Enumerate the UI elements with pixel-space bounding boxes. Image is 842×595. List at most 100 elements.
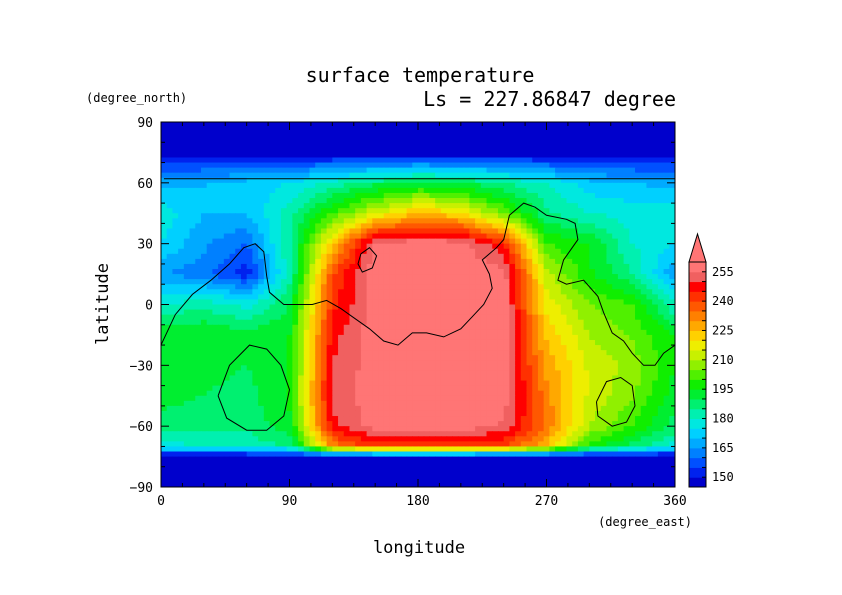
field-cell bbox=[457, 309, 465, 316]
field-cell bbox=[480, 263, 488, 270]
field-cell bbox=[520, 269, 528, 275]
field-cell bbox=[223, 238, 231, 245]
field-cell bbox=[349, 218, 356, 224]
field-cell bbox=[429, 284, 436, 290]
field-cell bbox=[446, 375, 453, 382]
field-cell bbox=[583, 350, 590, 356]
field-cell bbox=[452, 324, 459, 331]
field-cell bbox=[343, 243, 351, 250]
field-cell bbox=[423, 385, 431, 392]
field-cell bbox=[252, 157, 259, 164]
field-cell bbox=[189, 263, 196, 270]
field-cell bbox=[589, 187, 596, 194]
field-cell bbox=[229, 248, 236, 255]
field-cell bbox=[583, 279, 590, 285]
field-cell bbox=[235, 162, 242, 169]
field-cell bbox=[292, 248, 299, 255]
field-cell bbox=[395, 299, 402, 306]
field-cell bbox=[161, 350, 168, 356]
field-cell bbox=[195, 253, 202, 260]
field-cell bbox=[446, 365, 453, 371]
field-cell bbox=[549, 390, 556, 397]
field-cell bbox=[178, 187, 185, 194]
field-cell bbox=[509, 167, 516, 174]
field-cell bbox=[360, 375, 368, 382]
field-cell bbox=[258, 182, 265, 189]
field-cell bbox=[275, 309, 282, 316]
field-cell bbox=[663, 365, 670, 371]
field-cell bbox=[166, 172, 174, 179]
field-cell bbox=[515, 223, 522, 230]
field-cell bbox=[663, 269, 670, 275]
field-cell bbox=[595, 253, 602, 260]
field-cell bbox=[617, 370, 625, 377]
field-cell bbox=[246, 365, 253, 371]
field-cell bbox=[172, 365, 179, 371]
field-cell bbox=[172, 400, 179, 407]
field-cell bbox=[223, 380, 231, 387]
field-cell bbox=[178, 329, 185, 336]
field-cell bbox=[229, 258, 236, 265]
field-cell bbox=[555, 263, 562, 270]
field-cell bbox=[246, 167, 253, 174]
field-cell bbox=[172, 253, 179, 260]
field-cell bbox=[240, 274, 248, 280]
field-cell bbox=[372, 400, 379, 407]
field-cell bbox=[480, 198, 488, 204]
field-cell bbox=[161, 182, 168, 189]
field-cell bbox=[640, 314, 648, 321]
field-cell bbox=[509, 375, 516, 382]
field-cell bbox=[549, 309, 556, 316]
field-cell bbox=[252, 355, 259, 361]
field-cell bbox=[183, 208, 191, 214]
field-cell bbox=[223, 345, 231, 351]
field-cell bbox=[480, 127, 488, 133]
field-cell bbox=[212, 294, 219, 301]
field-cell bbox=[366, 319, 373, 326]
field-cell bbox=[218, 365, 225, 371]
field-cell bbox=[315, 258, 322, 265]
field-cell bbox=[537, 350, 545, 356]
field-cell bbox=[577, 289, 585, 295]
field-cell bbox=[566, 263, 573, 270]
field-cell bbox=[446, 258, 453, 265]
field-cell bbox=[280, 314, 288, 321]
field-cell bbox=[206, 187, 213, 194]
field-cell bbox=[457, 182, 465, 189]
field-cell bbox=[617, 319, 625, 326]
field-cell bbox=[509, 122, 516, 128]
field-cell bbox=[406, 324, 413, 331]
field-cell bbox=[218, 177, 225, 184]
field-cell bbox=[183, 147, 191, 154]
field-cell bbox=[532, 142, 539, 148]
field-cell bbox=[263, 192, 271, 199]
field-cell bbox=[269, 279, 276, 285]
field-cell bbox=[218, 147, 225, 154]
field-cell bbox=[343, 167, 351, 174]
field-cell bbox=[429, 279, 436, 285]
field-cell bbox=[560, 263, 568, 270]
field-cell bbox=[298, 243, 305, 250]
field-cell bbox=[589, 294, 596, 301]
field-cell bbox=[355, 324, 362, 331]
field-cell bbox=[418, 147, 425, 154]
field-cell bbox=[218, 370, 225, 377]
field-cell bbox=[292, 203, 299, 209]
field-cell bbox=[326, 360, 333, 366]
field-cell bbox=[235, 339, 242, 346]
field-cell bbox=[543, 223, 550, 230]
field-cell bbox=[240, 345, 248, 351]
field-cell bbox=[606, 395, 613, 402]
field-cell bbox=[623, 132, 630, 138]
field-cell bbox=[566, 203, 573, 209]
field-cell bbox=[229, 208, 236, 214]
field-cell bbox=[543, 198, 550, 204]
field-cell bbox=[429, 324, 436, 331]
field-cell bbox=[275, 203, 282, 209]
field-cell bbox=[372, 208, 379, 214]
field-cell bbox=[652, 314, 659, 321]
field-cell bbox=[286, 324, 293, 331]
field-cell bbox=[457, 253, 465, 260]
field-cell bbox=[412, 218, 419, 224]
field-cell bbox=[212, 400, 219, 407]
